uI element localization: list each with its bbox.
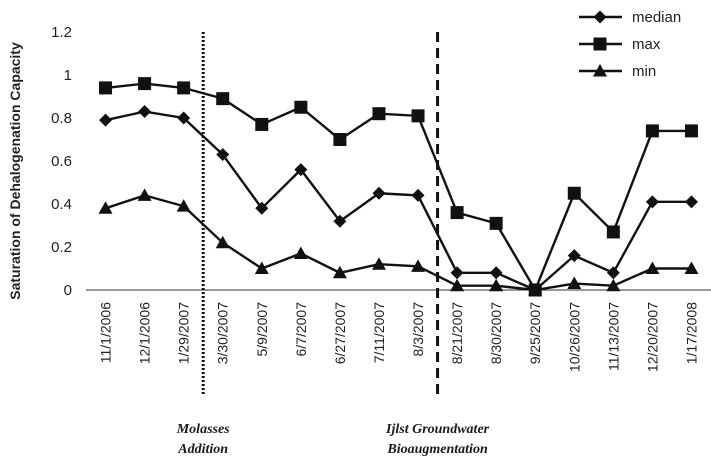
x-tick-label: 8/3/2007 xyxy=(410,302,426,357)
data-point-min xyxy=(411,259,426,272)
data-point-min xyxy=(684,261,699,274)
data-point-median xyxy=(684,195,698,209)
x-tick-label: 9/25/2007 xyxy=(527,302,543,364)
legend-marker-median xyxy=(593,10,607,24)
x-tick-label: 6/27/2007 xyxy=(332,302,348,364)
annotation-line2-2: Bioaugmentation xyxy=(386,442,488,457)
data-point-median xyxy=(177,111,191,125)
legend-label-max: max xyxy=(632,36,661,53)
x-tick-label: 12/20/2007 xyxy=(644,302,660,372)
data-point-min xyxy=(176,199,191,212)
data-point-median xyxy=(567,249,581,263)
data-point-max xyxy=(294,100,308,114)
data-point-median xyxy=(411,188,425,202)
data-point-min xyxy=(450,278,465,292)
data-point-min xyxy=(528,283,543,296)
y-tick-label: 0.6 xyxy=(51,153,72,170)
y-tick-label: 1 xyxy=(64,67,72,84)
data-point-median xyxy=(294,163,308,177)
data-point-min xyxy=(371,257,386,270)
data-point-median xyxy=(489,266,503,280)
data-point-max xyxy=(450,206,464,220)
data-point-min xyxy=(215,235,230,249)
data-point-max xyxy=(333,133,347,146)
data-point-max xyxy=(684,124,698,138)
annotation-line1-2: Ijlst Groundwater xyxy=(385,422,490,437)
data-point-max xyxy=(138,77,152,91)
x-tick-label: 8/21/2007 xyxy=(449,302,465,364)
x-tick-label: 1/29/2007 xyxy=(176,302,192,364)
y-axis-label: Saturation of Dehalogenation Capacity xyxy=(7,42,23,300)
annotation-line1-1: Molasses xyxy=(176,422,230,437)
data-point-max xyxy=(177,81,191,95)
data-point-min xyxy=(606,278,621,292)
data-point-min xyxy=(254,261,269,274)
data-point-max xyxy=(216,92,230,106)
y-tick-label: 0.4 xyxy=(51,196,72,213)
x-tick-label: 12/1/2006 xyxy=(137,302,153,364)
data-point-median xyxy=(138,105,152,119)
data-point-max xyxy=(255,117,269,131)
data-point-median xyxy=(216,148,230,162)
data-point-median xyxy=(255,201,269,215)
y-tick-label: 1.2 xyxy=(51,24,72,41)
data-point-min xyxy=(137,188,152,201)
legend-label-median: median xyxy=(632,9,681,26)
series-line-min xyxy=(105,194,692,292)
y-tick-label: 0.2 xyxy=(51,239,72,256)
data-point-max xyxy=(606,225,620,239)
data-point-min xyxy=(489,278,504,292)
x-tick-label: 10/26/2007 xyxy=(566,302,582,372)
data-point-median xyxy=(645,195,659,209)
data-point-median xyxy=(606,266,620,280)
data-point-max xyxy=(372,107,386,121)
y-tick-label: 0.8 xyxy=(51,110,72,127)
x-tick-label: 11/13/2007 xyxy=(605,302,621,371)
data-point-min xyxy=(293,246,308,259)
y-tick-label: 0 xyxy=(64,282,72,299)
legend-marker-max xyxy=(593,37,607,51)
x-tick-label: 6/7/2007 xyxy=(293,302,309,357)
data-point-min xyxy=(645,261,660,274)
data-point-median xyxy=(333,214,347,228)
data-point-max xyxy=(489,216,503,230)
legend: median max min xyxy=(579,9,681,80)
data-point-min xyxy=(567,276,582,290)
legend-label-min: min xyxy=(632,63,656,80)
data-point-max xyxy=(99,81,113,95)
x-tick-label: 3/30/2007 xyxy=(215,302,231,364)
data-point-median xyxy=(372,186,386,200)
x-tick-label: 5/9/2007 xyxy=(254,302,270,357)
data-point-median xyxy=(450,266,464,280)
data-point-max xyxy=(645,124,659,138)
data-point-min xyxy=(98,201,113,214)
x-tick-label: 7/11/2007 xyxy=(371,302,387,363)
series-line-median xyxy=(105,110,692,292)
series-group xyxy=(98,77,699,297)
x-tick-label: 1/17/2008 xyxy=(683,302,699,364)
series-line-max xyxy=(105,82,692,293)
legend-marker-min xyxy=(593,64,607,77)
data-point-max xyxy=(411,109,425,123)
annotation-line2-1: Addition xyxy=(177,442,228,457)
data-point-max xyxy=(567,186,581,200)
x-axis-ticks: 11/1/2006 12/1/2006 1/29/2007 3/30/2007 5/9/… xyxy=(98,302,700,372)
y-axis-ticks: 0 0.2 0.4 0.6 0.8 1 1.2 xyxy=(51,24,72,299)
x-tick-label: 11/1/2006 xyxy=(98,302,114,363)
x-tick-label: 8/30/2007 xyxy=(488,302,504,364)
data-point-min xyxy=(332,265,347,279)
data-point-median xyxy=(99,113,113,127)
